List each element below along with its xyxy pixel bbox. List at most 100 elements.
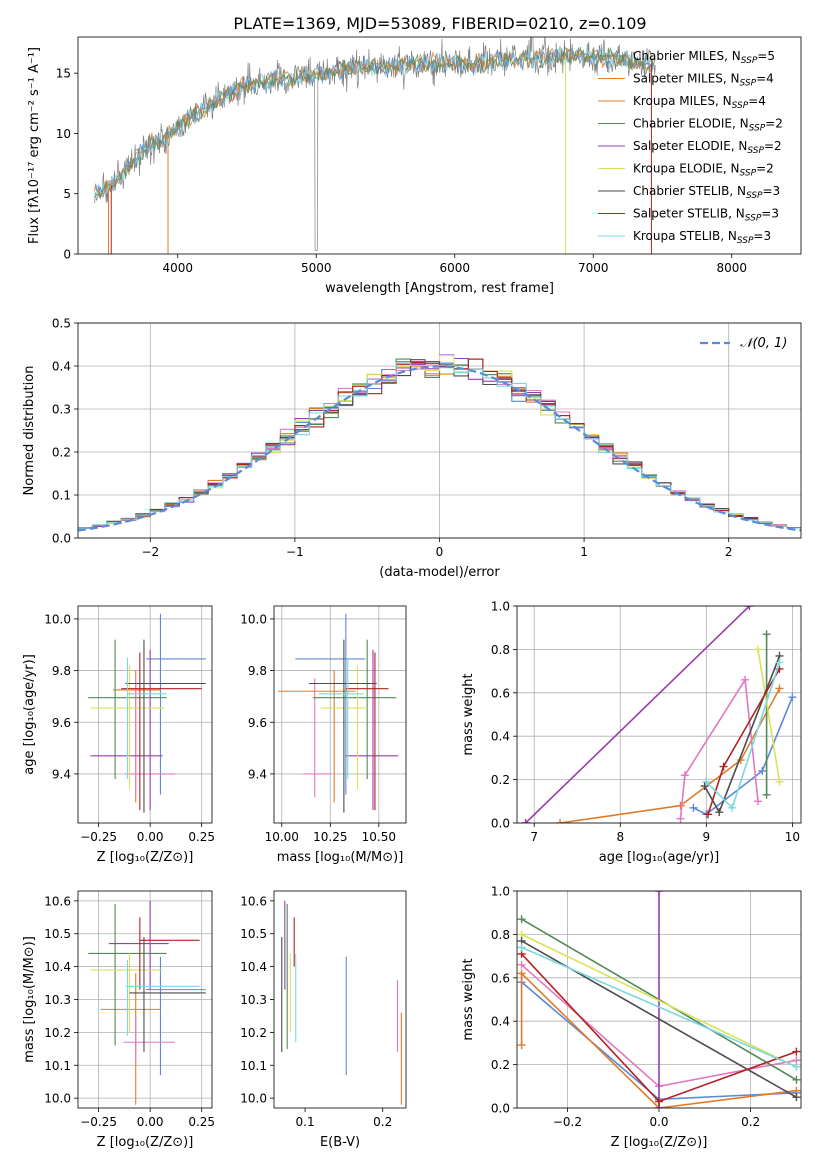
weight-point-marker [715,808,724,817]
weight-point-marker [556,819,565,823]
weight-series-line [521,946,797,1068]
weight-point-marker [680,771,689,780]
x-tick-label: 1 [580,545,588,559]
weight-point-marker [521,819,530,823]
weight-point-marker [728,803,737,812]
y-tick-label: 0.0 [52,532,71,546]
legend-entry: Kroupa MILES, NSSP=4 [633,94,766,111]
weight-series-line [707,668,781,815]
legend-subscript: SSP [747,146,764,156]
y-tick-label: 10.1 [240,1059,267,1073]
legend-subscript: SSP [745,214,762,224]
y-tick-label: 0.0 [491,817,510,831]
weight-point-marker [762,630,771,639]
legend-entry: Kroupa STELIB, NSSP=3 [633,229,771,246]
plot-area [521,606,797,823]
y-tick-label: 9.4 [248,767,267,781]
y-tick-label: 0.4 [491,1015,510,1029]
x-tick-label: 0.1 [296,1115,315,1129]
x-tick-label: 8 [616,830,624,844]
weight-series-line [679,677,759,819]
legend-value: =4 [756,72,774,86]
y-tick-label: 0.6 [491,971,510,985]
weight-series-line [559,688,781,823]
y-tick-label: 0.5 [52,317,71,331]
y-axis-label: mass weight [461,673,476,755]
legend-value: =3 [763,184,781,198]
chart-spectrum: 4000 5000 6000 7000 8000 0 5 10 15 wavelength [An… [27,36,802,296]
chart-age-weight: 7 8 9 10 0.0 0.2 0.4 0.6 0.8 1.0 age [log₁₀(age/yr… [461,600,802,865]
x-tick-label: 10.25 [313,830,347,844]
y-tick-label: 5 [63,187,71,201]
weight-point-marker [762,790,771,799]
weight-point-marker [741,675,750,684]
weight-point-marker [702,777,711,786]
y-tick-label: 10.0 [44,612,71,626]
weight-series-line [520,971,797,1108]
weight-point-marker [655,1097,663,1106]
x-tick-label: 8000 [716,261,747,275]
weight-point-marker [719,762,728,771]
weight-point-marker [792,1062,801,1071]
x-tick-label: 4000 [162,261,193,275]
axes-frame: −0.25 0.00 0.25 10.0 10.1 10.2 10.3 10.4 10.5 10.… [22,890,215,1150]
legend-value: =3 [753,229,771,243]
x-tick-label: 7000 [578,261,609,275]
x-tick-label: −2 [141,545,159,559]
x-tick-label: 10.50 [362,830,396,844]
x-tick-label: −0.25 [80,830,117,844]
legend-entry: Salpeter MILES, NSSP=4 [633,72,774,89]
x-tick-label: 0.2 [741,1115,760,1129]
chart-mass-age: 10.00 10.25 10.50 9.4 9.6 9.8 10.0 mass [log₁₀(… [240,605,407,865]
legend-entry: Chabrier MILES, NSSP=5 [633,49,775,66]
weight-series-line [521,933,797,1068]
weight-point-marker [753,797,762,806]
x-axis-label: Z [log₁₀(Z/Z⊙)] [97,1135,194,1150]
y-tick-label: 0.1 [52,489,71,503]
legend-subscript: SSP [737,236,754,246]
weight-point-marker [775,684,784,693]
weight-point-marker [753,645,762,654]
axes-frame: 0.1 0.2 10.0 10.1 10.2 10.3 10.4 10.5 10.6 E(B-V) [240,890,407,1150]
y-tick-label: 0 [63,248,71,262]
weight-point-marker [788,693,797,702]
chart-z-age: −0.25 0.00 0.25 9.4 9.6 9.8 10.0 Z [log₁₀(Z/Z⊙)… [22,605,215,865]
axes-box [516,605,802,824]
x-tick-label: 5000 [301,261,332,275]
y-tick-label: 0.3 [52,403,71,417]
axes-frame: 10.00 10.25 10.50 9.4 9.6 9.8 10.0 mass [log₁₀(… [240,605,407,865]
legend-entry: Chabrier STELIB, NSSP=3 [633,184,780,201]
x-tick-label: 10 [785,830,800,844]
legend-value: =2 [756,162,774,176]
y-tick-label: 10.3 [240,993,267,1007]
y-tick-label: 9.6 [52,716,71,730]
weight-point-marker [792,1075,801,1084]
y-tick-label: 0.0 [491,1102,510,1116]
plot-area [277,613,399,813]
y-tick-label: 0.4 [52,360,71,374]
weight-series-line [693,696,794,816]
x-tick-label: 9 [703,830,711,844]
y-tick-label: 1.0 [491,885,510,899]
weight-point-marker [689,803,698,812]
y-tick-label: 10.5 [44,927,71,941]
plot-area [281,900,402,1105]
weight-point-marker [676,814,685,823]
weight-point-marker [704,810,713,819]
legend-subscript: SSP [732,101,749,111]
y-tick-label: 10 [56,127,71,141]
chart-ebv-mass: 0.1 0.2 10.0 10.1 10.2 10.3 10.4 10.5 10.6 E(B-V) [240,890,407,1150]
x-tick-label: −1 [286,545,304,559]
axes-frame: −0.2 0.0 0.2 0.0 0.2 0.4 0.6 0.8 1.0 Z [log₁₀(Z/Z… [461,885,802,1150]
gaussian-reference-curve [78,365,801,532]
y-tick-label: 0.4 [491,730,510,744]
y-tick-label: 9.8 [52,664,71,678]
x-axis-label: Z [log₁₀(Z/Z⊙)] [611,1135,708,1150]
x-axis-label: age [log₁₀(age/yr)] [599,850,720,865]
x-axis-label: (data-model)/error [379,565,500,580]
legend-value: =2 [765,117,783,131]
axes-frame: −0.25 0.00 0.25 9.4 9.6 9.8 10.0 Z [log₁₀(Z/Z⊙)… [22,605,215,865]
legend-entry: Kroupa ELODIE, NSSP=2 [633,162,774,179]
y-tick-label: 10.0 [240,1092,267,1106]
